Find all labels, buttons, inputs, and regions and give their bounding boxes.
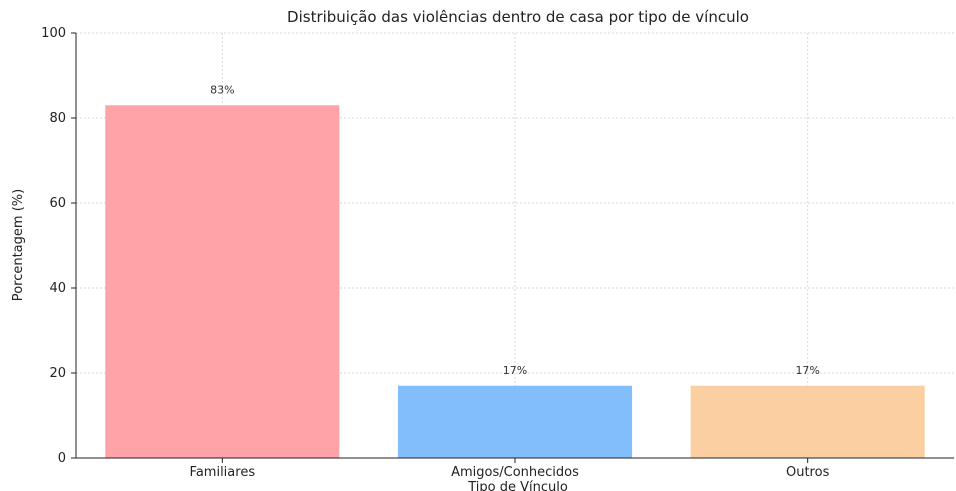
bars-layer — [105, 105, 925, 458]
data-label: 83% — [210, 83, 234, 96]
y-tick-label: 0 — [58, 451, 66, 466]
chart-title: Distribuição das violências dentro de ca… — [287, 8, 749, 26]
x-tick-label: Amigos/Conhecidos — [451, 465, 579, 480]
y-tick-label: 80 — [49, 111, 66, 126]
data-label: 17% — [503, 364, 527, 377]
y-tick-label: 20 — [49, 366, 66, 381]
data-labels-layer: 83% 17% 17% — [210, 83, 820, 377]
bar-outros — [690, 385, 925, 458]
y-tick-label: 100 — [41, 26, 66, 41]
axes-layer: 0 20 40 60 80 100 Familiares Amigos/Conhecidos O… — [41, 26, 954, 480]
x-tick-label: Familiares — [190, 465, 256, 480]
x-tick-label: Outros — [786, 465, 830, 480]
bar-amigos-conhecidos — [397, 385, 633, 458]
y-tick-label: 40 — [49, 281, 66, 296]
data-label: 17% — [795, 364, 819, 377]
x-axis-title: Tipo de Vínculo — [467, 480, 568, 491]
y-tick-label: 60 — [49, 196, 66, 211]
y-axis-title: Porcentagem (%) — [11, 189, 26, 301]
bar-familiares — [105, 105, 340, 458]
